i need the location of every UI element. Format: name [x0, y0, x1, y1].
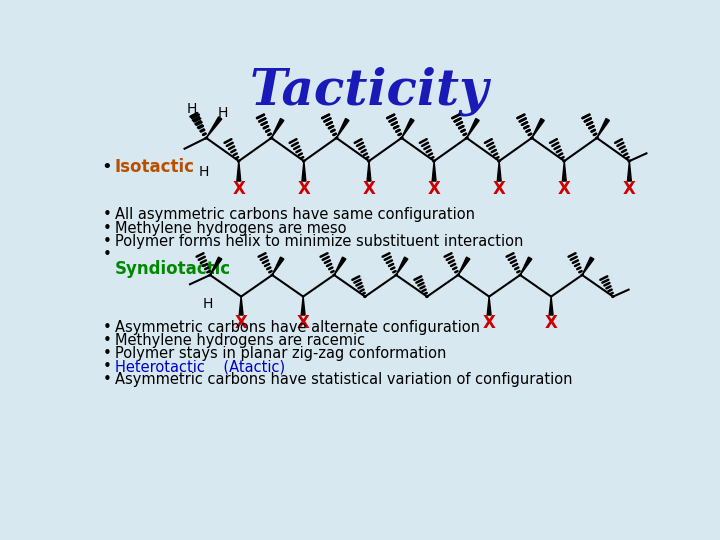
Polygon shape: [520, 257, 532, 275]
Text: All asymmetric carbons have same configuration: All asymmetric carbons have same configu…: [114, 207, 474, 222]
Text: H: H: [199, 165, 209, 179]
Polygon shape: [549, 296, 553, 315]
Polygon shape: [301, 296, 305, 315]
Polygon shape: [334, 257, 346, 275]
Text: X: X: [558, 180, 571, 198]
Text: H: H: [218, 105, 228, 119]
Text: •: •: [103, 247, 112, 262]
Text: •: •: [102, 158, 112, 176]
Text: Asymmetric carbons have alternate configuration: Asymmetric carbons have alternate config…: [114, 320, 480, 335]
Polygon shape: [210, 257, 222, 275]
Text: •: •: [103, 220, 112, 235]
Polygon shape: [532, 118, 544, 138]
Text: X: X: [233, 180, 246, 198]
Text: Isotactic: Isotactic: [114, 158, 195, 176]
Text: X: X: [428, 180, 441, 198]
Polygon shape: [237, 161, 240, 181]
Polygon shape: [627, 161, 631, 181]
Text: X: X: [623, 180, 636, 198]
Polygon shape: [367, 161, 371, 181]
Text: Asymmetric carbons have statistical variation of configuration: Asymmetric carbons have statistical vari…: [114, 372, 572, 387]
Text: •: •: [103, 320, 112, 335]
Polygon shape: [206, 117, 222, 138]
Text: Polymer stays in planar zig-zag conformation: Polymer stays in planar zig-zag conforma…: [114, 346, 446, 361]
Text: H: H: [202, 297, 213, 311]
Text: •: •: [103, 346, 112, 361]
Text: Heterotactic    (Atactic): Heterotactic (Atactic): [114, 359, 285, 374]
Polygon shape: [498, 161, 501, 181]
Text: X: X: [545, 314, 557, 332]
Polygon shape: [402, 118, 414, 138]
Text: X: X: [297, 314, 310, 332]
Text: X: X: [235, 314, 248, 332]
Polygon shape: [562, 161, 566, 181]
Polygon shape: [302, 161, 306, 181]
Text: Syndiotactic: Syndiotactic: [114, 260, 231, 278]
Text: X: X: [297, 180, 310, 198]
Polygon shape: [432, 161, 436, 181]
Text: X: X: [363, 180, 375, 198]
Text: •: •: [103, 333, 112, 348]
Text: •: •: [103, 234, 112, 248]
Text: •: •: [103, 359, 112, 374]
Polygon shape: [239, 296, 243, 315]
Text: •: •: [103, 372, 112, 387]
Text: Methylene hydrogens are racemic: Methylene hydrogens are racemic: [114, 333, 365, 348]
Text: •: •: [103, 207, 112, 222]
Polygon shape: [582, 257, 594, 275]
Text: Tacticity: Tacticity: [249, 67, 489, 117]
Polygon shape: [272, 257, 284, 275]
Polygon shape: [467, 118, 480, 138]
Text: Polymer forms helix to minimize substituent interaction: Polymer forms helix to minimize substitu…: [114, 234, 523, 248]
Text: X: X: [492, 180, 505, 198]
Polygon shape: [597, 118, 609, 138]
Text: H: H: [187, 102, 197, 116]
Text: X: X: [482, 314, 495, 332]
Polygon shape: [271, 118, 284, 138]
Polygon shape: [336, 118, 349, 138]
Polygon shape: [396, 257, 408, 275]
Polygon shape: [458, 257, 470, 275]
Text: Methylene hydrogens are meso: Methylene hydrogens are meso: [114, 220, 346, 235]
Polygon shape: [487, 296, 491, 315]
